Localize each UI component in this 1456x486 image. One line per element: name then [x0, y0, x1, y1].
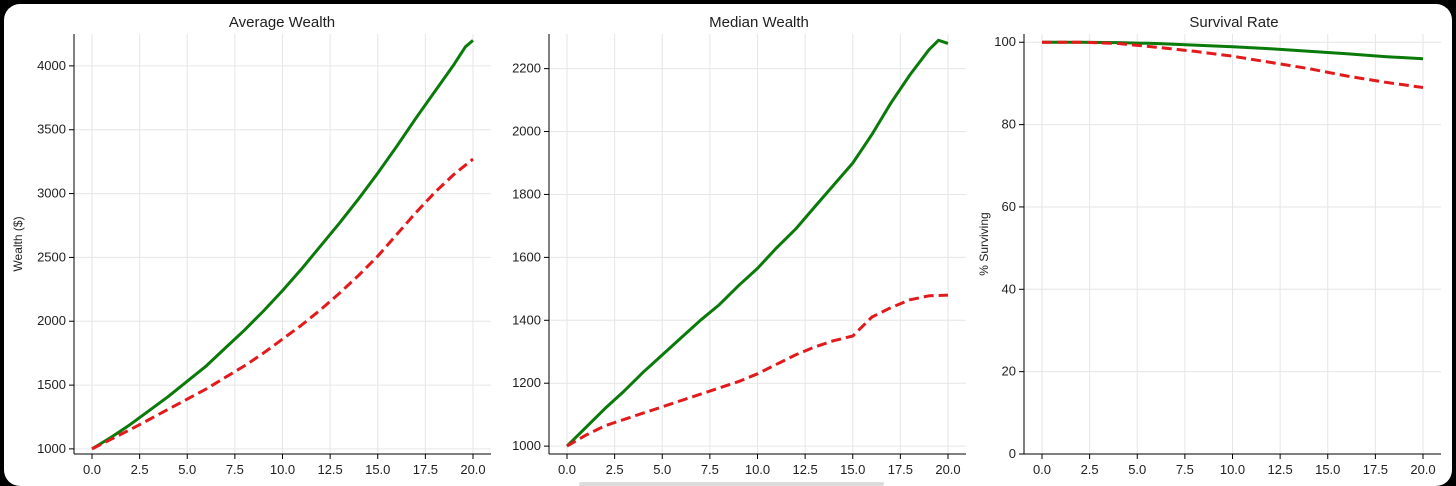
chart-title: Median Wealth — [709, 14, 809, 31]
x-tick-label: 2.5 — [606, 462, 624, 477]
y-tick-label: 4000 — [37, 58, 66, 73]
y-tick-label: 1800 — [512, 186, 541, 201]
x-tick-label: 20.0 — [460, 462, 485, 477]
x-tick-label: 7.5 — [701, 462, 719, 477]
series-line-red-dashed — [1042, 40, 1424, 89]
y-tick-label: 100 — [994, 34, 1016, 49]
y-tick-label: 1000 — [512, 438, 541, 453]
figure-frame: 0.0 2.5 5.0 7.5 10.0 12.5 15.0 17.5 20.0 1000 1500… — [4, 4, 1452, 486]
x-tick-label: 12.5 — [1267, 462, 1292, 477]
chart-title: Average Wealth — [229, 14, 335, 31]
series-line-green-solid — [565, 38, 949, 448]
x-tick-label: 20.0 — [1410, 462, 1435, 477]
x-tick-label: 0.0 — [83, 462, 101, 477]
y-tick-label: 1000 — [37, 441, 66, 456]
x-tick-label: 17.5 — [1363, 462, 1388, 477]
chart-panel-3: 0.0 2.5 5.0 7.5 10.0 12.5 15.0 17.5 20.0 0 20 40 60 8… — [977, 14, 1441, 477]
y-tick-label: 1600 — [512, 249, 541, 264]
y-tick-label: 2000 — [512, 124, 541, 139]
x-tick-label: 10.0 — [745, 462, 770, 477]
x-tick-label: 10.0 — [270, 462, 295, 477]
series-line-red-dashed — [91, 157, 474, 451]
x-tick-label: 2.5 — [131, 462, 149, 477]
x-tick-label: 12.5 — [317, 462, 342, 477]
y-tick-label: 3500 — [37, 122, 66, 137]
x-tick-label: 2.5 — [1081, 462, 1099, 477]
x-tick-label: 0.0 — [558, 462, 576, 477]
x-tick-label: 7.5 — [226, 462, 244, 477]
scrollbar-track[interactable] — [579, 482, 884, 486]
y-axis-label: % Surviving — [977, 212, 991, 275]
series-line-red-dashed — [566, 293, 949, 448]
y-tick-label: 1500 — [37, 377, 66, 392]
x-tick-label: 15.0 — [365, 462, 390, 477]
y-tick-label: 3000 — [37, 186, 66, 201]
series-line-green-solid — [91, 39, 474, 451]
x-tick-label: 15.0 — [1315, 462, 1340, 477]
charts-svg: 0.0 2.5 5.0 7.5 10.0 12.5 15.0 17.5 20.010001500… — [11, 14, 1441, 477]
x-tick-label: 20.0 — [935, 462, 960, 477]
y-tick-label: 40 — [1002, 281, 1016, 296]
y-tick-label: 2000 — [37, 313, 66, 328]
x-tick-label: 12.5 — [792, 462, 817, 477]
y-tick-label: 1400 — [512, 312, 541, 327]
x-tick-label: 5.0 — [653, 462, 671, 477]
y-tick-label: 2200 — [512, 61, 541, 76]
chart-title: Survival Rate — [1189, 14, 1278, 31]
x-tick-label: 5.0 — [178, 462, 196, 477]
x-tick-label: 17.5 — [413, 462, 438, 477]
x-tick-label: 17.5 — [888, 462, 913, 477]
y-tick-label: 80 — [1002, 117, 1016, 132]
chart-panel-1: 0.0 2.5 5.0 7.5 10.0 12.5 15.0 17.5 20.0 1000 1500… — [11, 14, 491, 477]
y-tick-label: 0 — [1009, 446, 1016, 461]
x-tick-label: 10.0 — [1220, 462, 1245, 477]
y-tick-label: 20 — [1002, 364, 1016, 379]
y-tick-label: 1200 — [512, 375, 541, 390]
x-tick-label: 5.0 — [1128, 462, 1146, 477]
y-tick-label: 60 — [1002, 199, 1016, 214]
chart-panel-2: 0.0 2.5 5.0 7.5 10.0 12.5 15.0 17.5 20.0 1000 1200… — [512, 14, 966, 477]
x-tick-label: 0.0 — [1033, 462, 1051, 477]
x-tick-label: 15.0 — [840, 462, 865, 477]
y-tick-label: 2500 — [37, 249, 66, 264]
x-tick-label: 7.5 — [1176, 462, 1194, 477]
y-axis-label: Wealth ($) — [11, 216, 25, 271]
